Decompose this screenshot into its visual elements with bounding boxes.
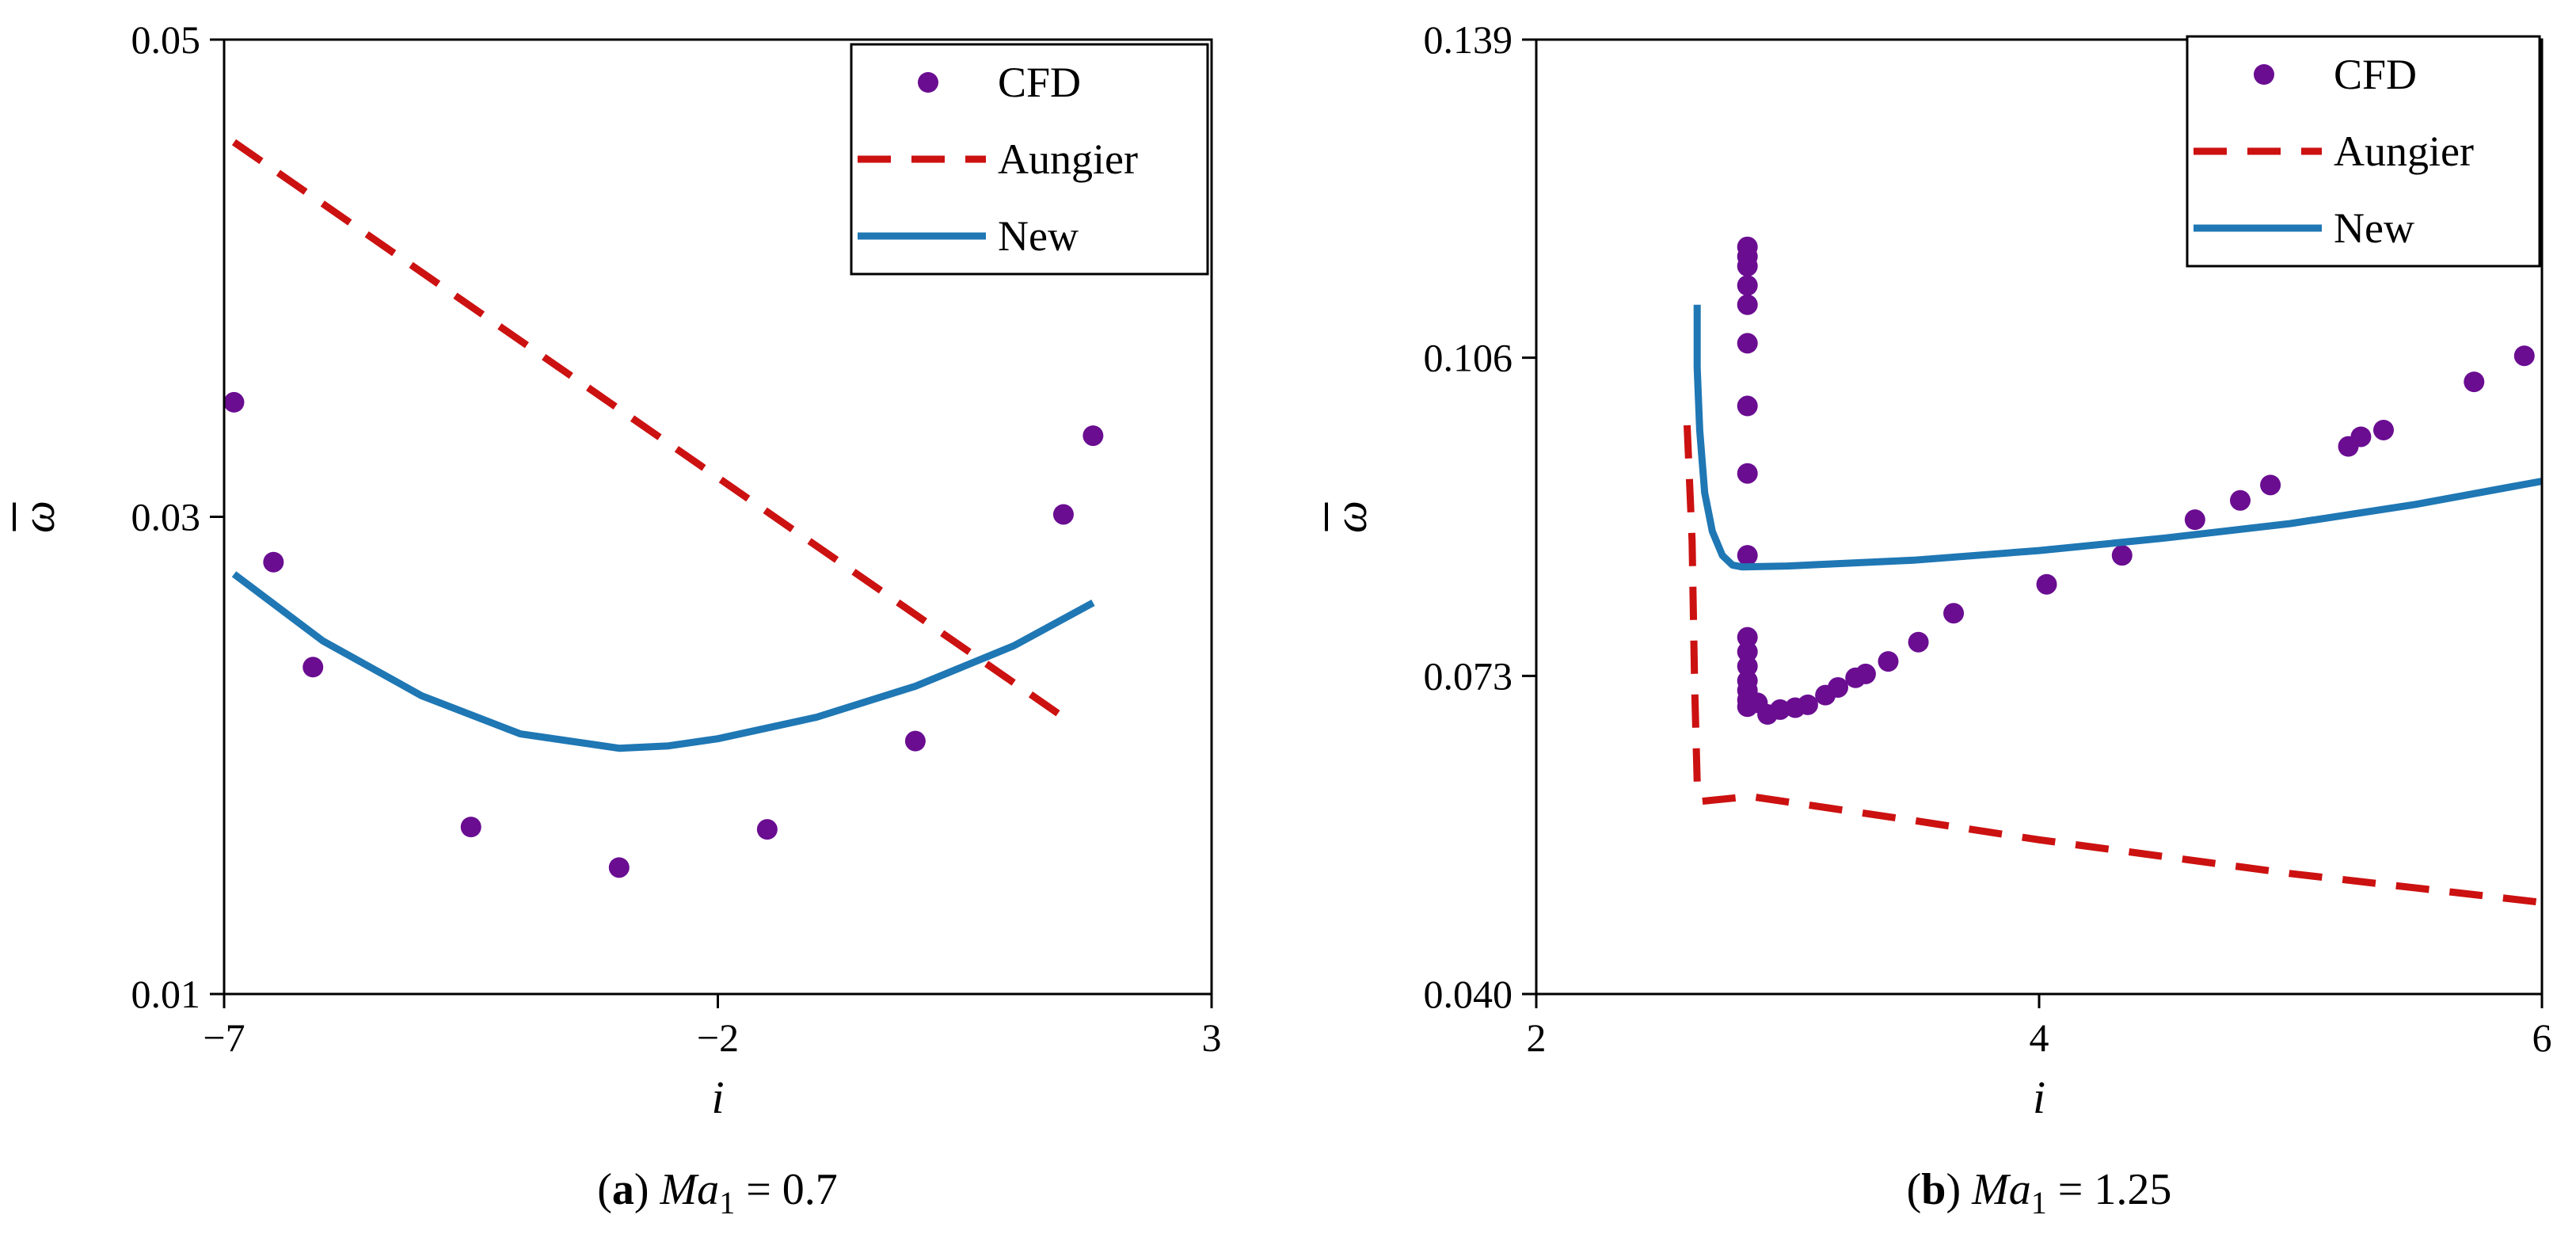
caption-variable: Ma [660,1165,720,1214]
caption-close-paren: ) [634,1165,660,1214]
legend-label-aungier: Aungier [2334,128,2474,175]
data-point-cfd [1908,631,1929,653]
caption-value: = 0.7 [735,1165,838,1214]
y-tick-label: 0.106 [1424,336,1513,380]
legend-label-cfd: CFD [998,59,1081,106]
caption-tag: b [1921,1165,1946,1214]
data-point-cfd [1855,663,1876,684]
data-point-cfd [1737,627,1758,648]
data-point-cfd [1737,463,1758,484]
data-point-cfd [1797,694,1818,715]
data-point-cfd [224,391,245,413]
x-tick-label: −7 [203,1015,245,1060]
data-point-cfd [1737,656,1758,677]
data-point-cfd [1737,641,1758,662]
caption-value: = 1.25 [2047,1165,2172,1214]
x-tick-label: 3 [1202,1015,1222,1060]
data-point-cfd [1083,425,1104,447]
x-axis-label: i [2033,1072,2045,1123]
legend-label-new: New [2334,204,2414,252]
panel-a: −7 −2 3 0.01 0.03 0.05 i ω CFD Aungier New (a) Ma1 … [13,17,1222,1221]
caption-subscript: 1 [719,1185,735,1221]
data-point-cfd [2260,474,2281,496]
legend-marker-cfd [918,72,938,93]
legend-label-aungier: Aungier [998,135,1138,183]
data-point-cfd [1737,333,1758,354]
data-point-cfd [904,730,926,752]
legend: CFD Aungier New [2186,35,2541,268]
data-point-cfd [2184,509,2205,531]
caption-subscript: 1 [2031,1185,2047,1221]
data-point-cfd [1878,651,1899,672]
data-point-cfd [460,817,481,838]
series-cfd-markers [224,391,1104,878]
x-axis-label: i [711,1072,724,1123]
x-tick-label: 4 [2030,1015,2049,1060]
caption-open-paren: ( [597,1165,612,1214]
legend: CFD Aungier New [850,43,1209,276]
data-point-cfd [302,657,324,678]
data-point-cfd [2350,426,2372,448]
data-point-cfd [1737,395,1758,417]
data-point-cfd [1737,256,1758,277]
panel-caption: (b) Ma1 = 1.25 [1907,1165,2172,1221]
legend-marker-cfd [2254,64,2274,85]
x-tick-label: −2 [697,1015,739,1060]
panel-caption: (a) Ma1 = 0.7 [597,1165,838,1221]
caption-tag: a [612,1165,634,1214]
data-point-cfd [1737,275,1758,296]
data-point-cfd [2036,573,2057,595]
panel-b: 2 4 6 0.040 0.073 0.106 0.139 i ω CFD Aungier New (b… [1325,17,2552,1221]
data-point-cfd [1052,504,1074,525]
y-axis-label: ω [13,501,64,533]
data-point-cfd [263,551,284,573]
y-tick-label: 0.01 [131,972,201,1016]
y-tick-label: 0.05 [131,17,201,62]
plot-area [224,139,1104,878]
x-tick-label: 2 [1527,1015,1547,1060]
data-point-cfd [1943,603,1965,624]
legend-label-cfd: CFD [2334,51,2417,98]
data-point-cfd [756,819,778,840]
x-tick-label: 6 [2532,1015,2552,1060]
y-axis-label-group: ω [13,501,64,533]
caption-variable: Ma [1971,1165,2031,1214]
y-tick-label: 0.073 [1424,653,1513,698]
series-aungier-line [1684,425,2542,906]
data-point-cfd [1769,699,1790,720]
data-point-cfd [2513,345,2535,367]
y-tick-label: 0.139 [1424,17,1513,62]
y-tick-label: 0.03 [131,495,201,539]
data-point-cfd [2372,419,2394,440]
y-tick-label: 0.040 [1424,972,1513,1016]
series-cfd-markers [1737,236,2535,726]
series-new-line [231,571,1095,752]
data-point-cfd [2230,489,2251,511]
data-point-cfd [1828,676,1848,698]
series-new-line [1693,304,2542,571]
data-point-cfd [608,857,630,878]
plot-area [1684,236,2542,906]
data-point-cfd [2464,371,2485,393]
data-point-cfd [1737,294,1758,315]
data-point-cfd [2111,545,2133,566]
legend-label-new: New [998,212,1079,260]
data-point-cfd [1737,545,1758,566]
caption-close-paren: ) [1946,1165,1972,1214]
y-axis-label: ω [1325,501,1376,533]
y-axis-label-group: ω [1325,501,1376,533]
series-aungier-line [231,139,1066,721]
caption-open-paren: ( [1907,1165,1922,1214]
